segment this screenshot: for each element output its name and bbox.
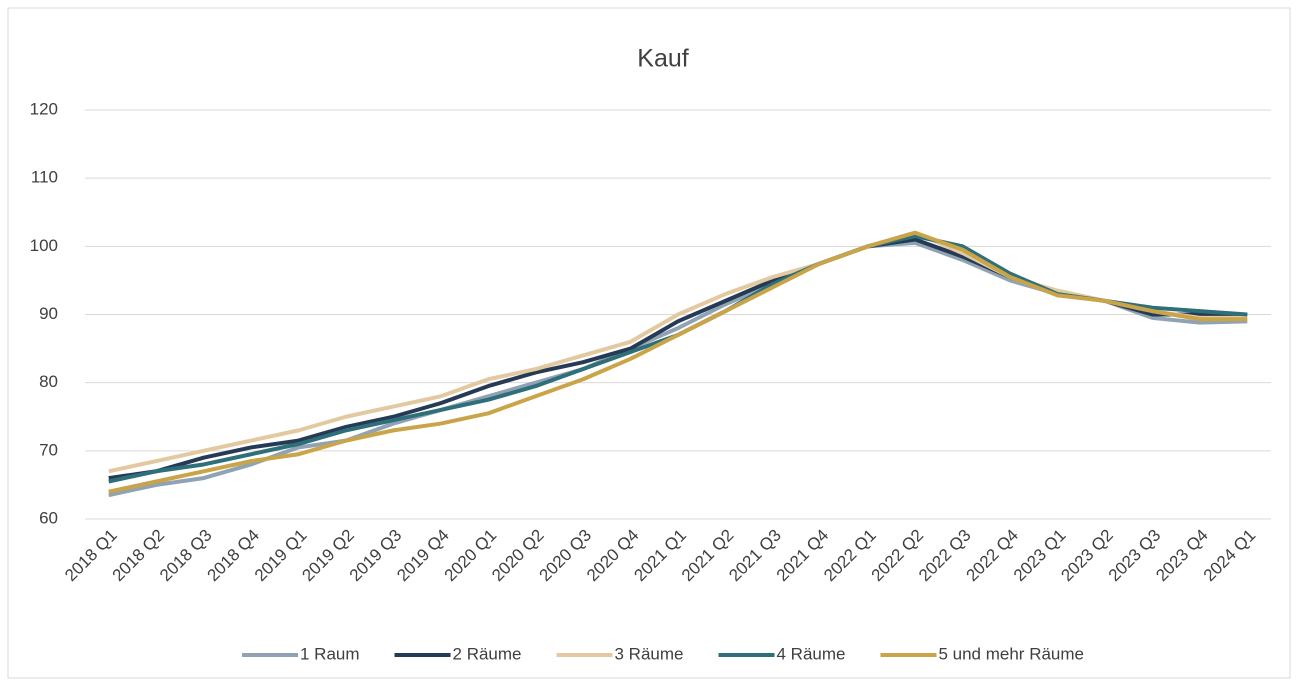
y-tick-label: 100 [30, 236, 58, 255]
legend-label: 2 Räume [453, 644, 522, 663]
y-tick-label: 70 [39, 440, 58, 459]
legend-label: 4 Räume [776, 644, 845, 663]
series-line [108, 230, 1248, 494]
y-tick-label: 90 [39, 304, 58, 323]
legend-label: 1 Raum [300, 644, 360, 663]
y-tick-label: 120 [30, 99, 58, 118]
legend-label: 3 Räume [615, 644, 684, 663]
y-tick-label: 80 [39, 372, 58, 391]
y-tick-label: 60 [39, 508, 58, 527]
chart-title: Kauf [637, 45, 688, 73]
legend-label: 5 und mehr Räume [938, 644, 1084, 663]
series-line [108, 230, 1248, 474]
y-tick-label: 110 [31, 168, 58, 187]
chart-frame [7, 7, 1291, 679]
